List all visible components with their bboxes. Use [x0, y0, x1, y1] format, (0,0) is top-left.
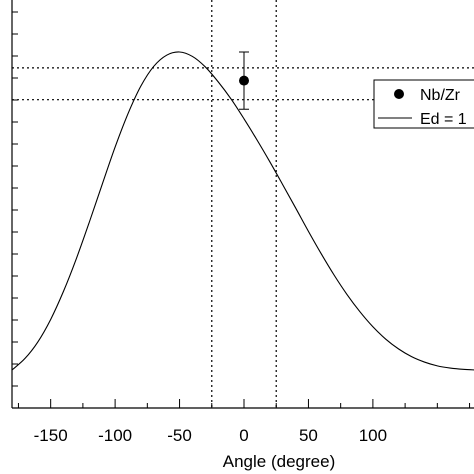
legend-marker-point [394, 89, 404, 99]
x-tick-label: -50 [167, 426, 192, 445]
x-tick-label: 50 [299, 426, 318, 445]
reference-lines [12, 0, 474, 408]
x-tick-label: -100 [98, 426, 132, 445]
x-axis-title: Angle (degree) [223, 452, 335, 471]
legend-label-ed: Ed = 1 [420, 111, 467, 128]
x-tick-label: -150 [34, 426, 68, 445]
axis-layer: -150 -100 -50 0 50 100 [11, 0, 474, 445]
legend-label-nb-zr: Nb/Zr [420, 87, 461, 104]
legend-box [373, 79, 474, 129]
data-point-nb-zr [239, 75, 249, 86]
x-tick-label: 0 [239, 426, 248, 445]
x-tick-label: 100 [359, 426, 387, 445]
series-layer [11, 51, 474, 371]
legend: Nb/Zr Ed = 1 [373, 79, 474, 129]
series-line-ed-1 [11, 51, 474, 371]
